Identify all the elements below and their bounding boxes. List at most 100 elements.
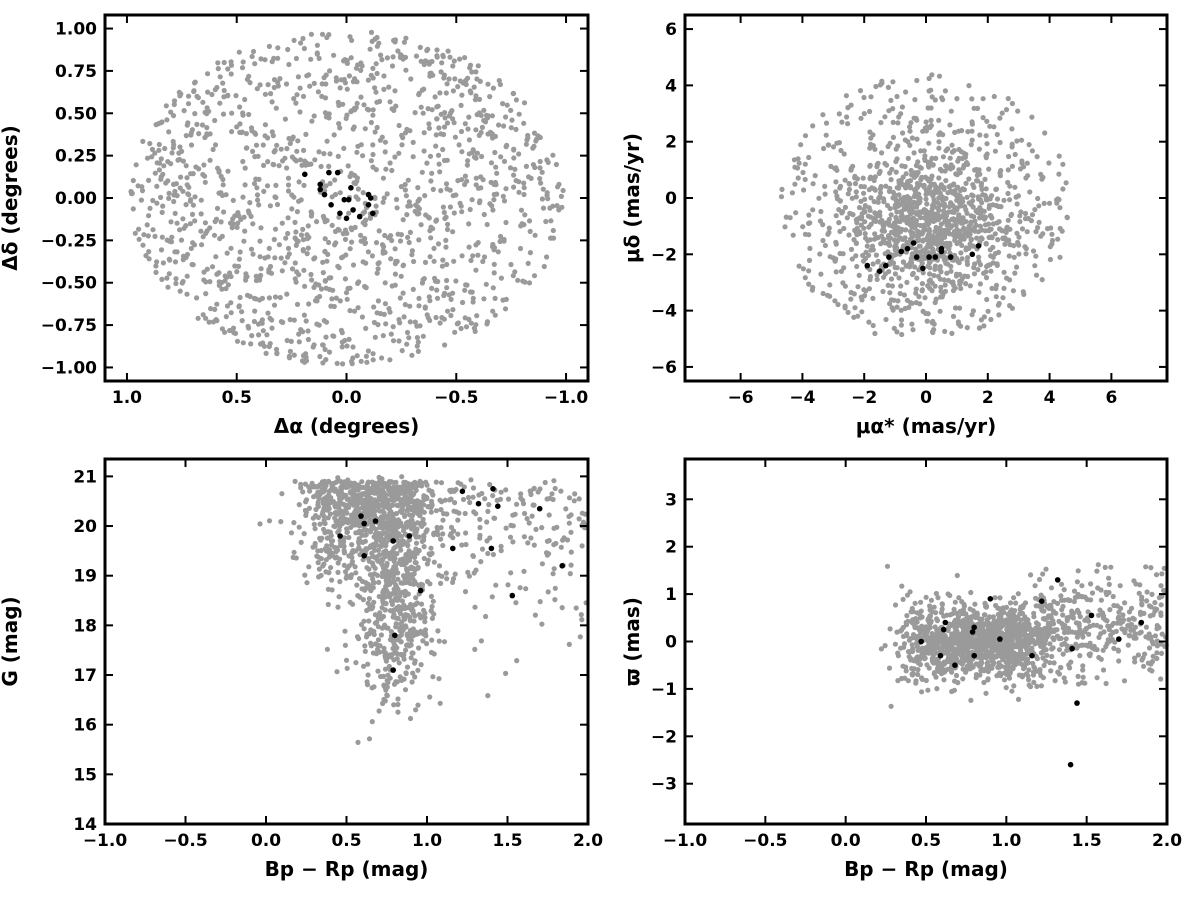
background-star-point [336,518,341,523]
background-star-point [440,531,445,536]
background-star-point [188,199,193,204]
background-star-point [292,157,297,162]
background-star-point [968,241,973,246]
background-star-point [269,317,274,322]
background-star-point [397,543,402,548]
background-star-point [267,518,272,523]
background-star-point [532,543,537,548]
background-star-point [452,330,457,335]
background-star-point [861,226,866,231]
background-star-point [180,189,185,194]
background-star-point [867,205,872,210]
background-star-point [175,221,180,226]
background-star-point [1033,254,1038,259]
background-star-point [465,158,470,163]
x-tick-label: 0.0 [251,831,281,851]
y-tick-label: 0.75 [55,62,97,82]
background-star-point [402,314,407,319]
background-star-point [779,187,784,192]
y-tick-label: 14 [73,815,97,835]
background-star-point [168,110,173,115]
background-star-point [817,251,822,256]
background-star-point [1040,277,1045,282]
background-star-point [356,305,361,310]
background-star-point [274,106,279,111]
background-star-point [158,195,163,200]
background-star-point [431,599,436,604]
background-star-point [924,187,929,192]
background-star-point [344,290,349,295]
background-star-point [381,176,386,181]
background-star-point [823,243,828,248]
background-star-point [393,480,398,485]
background-star-point [296,74,301,79]
background-star-point [1011,288,1016,293]
background-star-point [405,665,410,670]
background-star-point [528,535,533,540]
background-star-point [212,233,217,238]
background-star-point [266,254,271,259]
background-star-point [868,142,873,147]
background-star-point [1042,130,1047,135]
background-star-point [1006,167,1011,172]
background-star-point [435,296,440,301]
background-star-point [154,122,159,127]
background-star-point [474,313,479,318]
background-star-point [229,63,234,68]
background-star-point [215,166,220,171]
background-star-point [230,216,235,221]
background-star-point [940,294,945,299]
background-star-point [297,339,302,344]
background-star-point [485,551,490,556]
background-star-point [382,312,387,317]
background-star-point [255,192,260,197]
background-star-point [821,291,826,296]
background-star-point [261,142,266,147]
background-star-point [427,694,432,699]
background-star-point [421,608,426,613]
background-star-point [385,680,390,685]
background-star-point [403,182,408,187]
background-star-point [350,361,355,366]
background-star-point [833,259,838,264]
member-star-point [373,518,379,524]
background-star-point [541,187,546,192]
background-star-point [489,160,494,165]
background-star-point [375,669,380,674]
background-star-point [451,259,456,264]
background-star-point [840,209,845,214]
background-star-point [215,206,220,211]
background-star-point [514,658,519,663]
background-star-point [370,719,375,724]
background-star-point [899,332,904,337]
background-star-point [337,125,342,130]
background-star-point [273,195,278,200]
background-star-point [265,159,270,164]
background-star-point [436,153,441,158]
background-star-point [426,558,431,563]
background-star-point [990,245,995,250]
background-star-point [222,278,227,283]
background-star-point [225,303,230,308]
background-star-point [827,226,832,231]
background-star-point [997,219,1002,224]
background-star-point [156,148,161,153]
background-star-point [492,192,497,197]
background-star-point [1145,589,1150,594]
background-star-point [140,139,145,144]
background-star-point [396,490,401,495]
background-star-point [387,357,392,362]
background-star-point [1020,226,1025,231]
background-star-point [500,298,505,303]
background-star-point [321,270,326,275]
background-star-point [193,164,198,169]
background-star-point [375,71,380,76]
background-star-point [953,285,958,290]
background-star-point [424,641,429,646]
background-star-point [477,536,482,541]
background-star-point [160,210,165,215]
background-star-point [782,224,787,229]
background-star-point [370,113,375,118]
background-star-point [307,84,312,89]
background-star-point [393,272,398,277]
